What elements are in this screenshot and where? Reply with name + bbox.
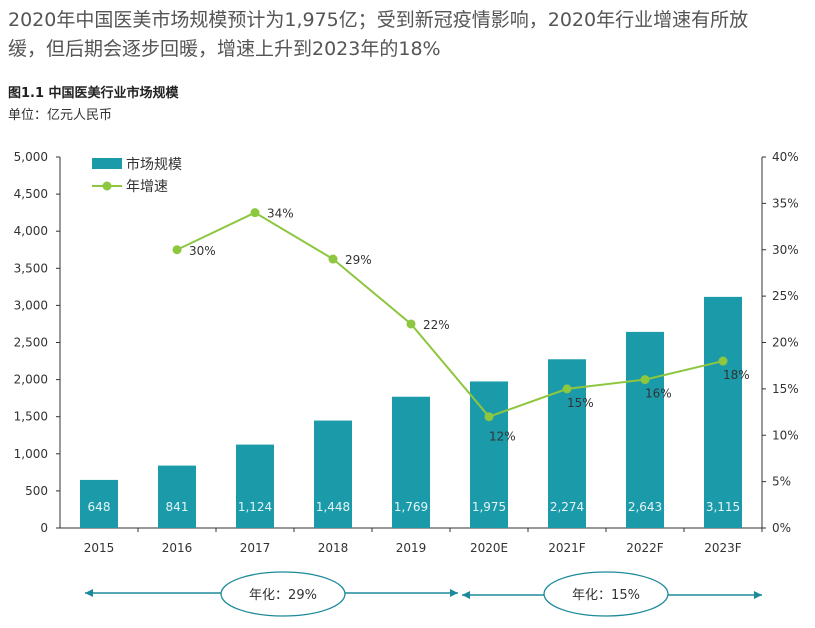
chart-unit: 单位：亿元人民币 [8,108,113,123]
growth-label: 15% [567,396,594,410]
legend-bar-swatch [92,158,122,169]
bar-label: 648 [88,500,111,514]
legend-bar-label: 市场规模 [126,156,182,173]
x-tick-label: 2023F [704,541,742,555]
growth-line [176,211,724,418]
bar-label: 1,124 [238,500,272,514]
y2-tick-label: 25% [772,289,799,303]
y-tick-label: 5,000 [14,150,48,164]
y-tick-label: 1,500 [14,410,48,424]
bar [704,296,742,528]
y2-tick-label: 20% [772,336,799,350]
bar-label: 1,448 [316,500,350,514]
y2-tick-label: 5% [772,475,791,489]
cagr-arrow-1-left-head [85,589,93,597]
y2-tick-label: 15% [772,382,799,396]
x-tick-label: 2022F [626,541,664,555]
y-tick-label: 4,000 [14,224,48,238]
bar [626,331,664,528]
y-tick-label: 500 [25,484,48,498]
cagr-arrow-2-right-head [754,591,762,599]
headline: 2020年中国医美市场规模预计为1,975亿；受到新冠疫情影响，2020年行业增… [8,6,808,64]
legend-line-marker [102,181,112,191]
x-tick-label: 2017 [240,541,271,555]
cagr-arrow-1-right-head [450,589,458,597]
x-tick-label: 2015 [84,541,115,555]
y-tick-label: 2,000 [14,373,48,387]
bar-label: 1,769 [394,500,428,514]
growth-point [172,245,182,255]
growth-point [718,356,728,366]
cagr-label-1: 年化：29% [249,588,317,603]
growth-label: 30% [189,244,216,258]
cagr-ellipse-2 [543,571,669,617]
chart-title: 图1.1 中国医美行业市场规模 [8,86,179,101]
bar-label: 2,274 [550,500,584,514]
x-tick-label: 2021F [548,541,586,555]
cagr-label-2: 年化：15% [572,588,640,603]
growth-label: 16% [645,387,672,401]
growth-label: 34% [267,207,294,221]
y-tick-label: 0 [40,521,48,535]
x-tick-label: 2016 [162,541,193,555]
x-tick-label: 2020E [470,541,508,555]
growth-point [484,412,494,422]
y2-tick-label: 0% [772,521,791,535]
x-tick-label: 2019 [396,541,427,555]
bar-label: 841 [166,500,189,514]
y-tick-label: 3,000 [14,298,48,312]
bar-label: 1,975 [472,500,506,514]
x-tick-label: 2018 [318,541,349,555]
cagr-ellipse-1 [220,571,346,617]
y2-tick-label: 10% [772,428,799,442]
growth-label: 18% [723,368,750,382]
y2-tick-label: 30% [772,243,799,257]
y2-tick-label: 40% [772,150,799,164]
cagr-arrow-2-left-head [462,591,470,599]
growth-point [328,254,338,264]
growth-label: 29% [345,253,372,267]
growth-label: 22% [423,318,450,332]
bar-label: 3,115 [706,500,740,514]
headline-line1: 2020年中国医美市场规模预计为1,975亿；受到新冠疫情影响，2020年行业增… [8,9,749,31]
y-tick-label: 2,500 [14,336,48,350]
headline-line2: 缓，但后期会逐步回暖，增速上升到2023年的18% [8,38,441,60]
growth-point [640,375,650,385]
y2-tick-label: 35% [772,196,799,210]
bar [470,381,508,528]
y-tick-label: 1,000 [14,447,48,461]
bar [80,479,118,528]
legend-line-label: 年增速 [126,179,168,195]
growth-label: 12% [489,430,516,444]
growth-point [562,384,572,394]
bar [392,396,430,528]
bar-label: 2,643 [628,500,662,514]
bar [236,444,274,528]
growth-point [406,319,416,329]
y-tick-label: 4,500 [14,187,48,201]
y-tick-label: 3,500 [14,261,48,275]
growth-point [250,208,260,218]
bar [314,420,352,528]
bar [158,465,196,528]
